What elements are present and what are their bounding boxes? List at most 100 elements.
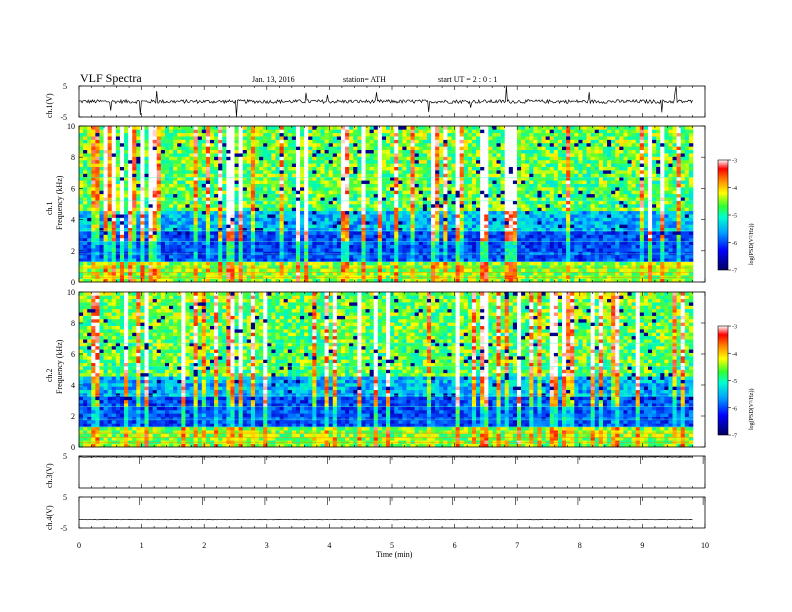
spectrogram-cell (643, 278, 649, 283)
spectrogram-cell (664, 244, 669, 249)
spectrogram-cell (353, 231, 358, 235)
spectrogram-cell (418, 278, 424, 283)
spectrogram-cell (107, 234, 113, 239)
spectrogram-cell (647, 176, 653, 181)
spectrogram-cell (377, 251, 383, 256)
spectrogram-cell (562, 254, 567, 259)
spectrogram-cell (340, 275, 346, 279)
spectrogram-cell (263, 251, 268, 256)
spectrogram-cell (156, 261, 162, 266)
spectrogram-cell (611, 234, 616, 239)
spectrogram-cell (590, 180, 596, 184)
spectrogram-cell (570, 214, 575, 218)
spectrogram-cell (263, 173, 268, 178)
spectrogram-cell (218, 200, 223, 205)
spectrogram-cell (656, 180, 661, 184)
spectrogram-cell (365, 176, 370, 181)
spectrogram-cell (525, 278, 530, 283)
spectrogram-cell (132, 241, 137, 245)
spectrogram-cell (496, 258, 501, 262)
spectrogram-cell (279, 261, 284, 266)
spectrogram-cell (214, 254, 219, 259)
spectrogram-cell (480, 210, 485, 215)
spectrogram-cell (353, 210, 358, 215)
spectrogram-cell (87, 265, 92, 269)
spectrogram-cell (99, 248, 104, 252)
spectrogram-cell (590, 220, 596, 225)
spectrogram-cell (242, 234, 248, 239)
spectrogram-cell (365, 268, 370, 273)
spectrogram-cell (177, 227, 182, 232)
spectrogram-cell (263, 237, 268, 242)
spectrogram-cell (586, 193, 591, 198)
spectrogram-cell (562, 241, 567, 245)
spectrogram-cell (279, 217, 284, 222)
spectrogram-cell (361, 241, 366, 245)
spectrogram-cell (316, 190, 321, 195)
spectrogram-cell (459, 220, 465, 225)
spectrogram-cell (160, 248, 166, 252)
spectrogram-cell (144, 207, 149, 212)
spectrogram-cell (635, 251, 641, 256)
spectrogram-cell (410, 183, 415, 188)
spectrogram-cell (390, 237, 395, 242)
spectrogram-cell (578, 231, 583, 235)
spectrogram-cell (197, 193, 203, 198)
spectrogram-cell (308, 241, 313, 245)
spectrogram-cell (586, 183, 591, 188)
spectrogram-cell (267, 214, 272, 218)
spectrogram-cell (255, 231, 260, 235)
spectrogram-cell (222, 217, 227, 222)
spectrogram-cell (164, 183, 170, 188)
spectrogram-cell (148, 244, 153, 249)
spectrogram-cell (226, 224, 231, 229)
spectrogram-cell (250, 217, 256, 222)
spectrogram-cell (545, 248, 551, 252)
spectrogram-cell (623, 241, 628, 245)
spectrogram-cell (664, 254, 669, 259)
spectrogram-cell (676, 254, 682, 259)
spectrogram-cell (443, 193, 448, 198)
spectrogram-cell (386, 214, 391, 218)
spectrogram-cell (602, 193, 608, 198)
spectrogram-cell (541, 193, 546, 198)
spectrogram-cell (246, 224, 252, 229)
spectrogram-cell (516, 258, 522, 262)
spectrogram-cell (582, 217, 587, 222)
spectrogram-cell (607, 176, 612, 181)
spectrogram-cell (250, 254, 256, 259)
spectrogram-cell (656, 241, 661, 245)
spectrogram-cell (512, 275, 518, 279)
spectrogram-cell (128, 258, 133, 262)
spectrogram-cell (226, 278, 231, 283)
spectrogram-cell (676, 258, 682, 262)
spectrogram-cell (586, 275, 591, 279)
spectrogram-cell (660, 210, 665, 215)
spectrogram-cell (607, 271, 612, 276)
spectrogram-cell (496, 244, 501, 249)
spectrogram-cell (95, 183, 100, 188)
spectrogram-cell (156, 251, 162, 256)
spectrogram-cell (353, 173, 358, 178)
spectrogram-cell (656, 190, 661, 195)
spectrogram-cell (103, 268, 108, 273)
spectrogram-cell (533, 214, 538, 218)
spectrogram-cell (480, 220, 485, 225)
spectrogram-cell (390, 220, 395, 225)
spectrogram-cell (463, 200, 469, 205)
spectrogram-cell (246, 204, 252, 208)
spectrogram-cell (144, 278, 149, 283)
spectrogram-cell (398, 265, 403, 269)
spectrogram-cell (332, 200, 338, 205)
spectrogram-cell (345, 214, 350, 218)
spectrogram-cell (541, 241, 546, 245)
spectrogram-cell (87, 248, 92, 252)
spectrogram-cell (488, 183, 493, 188)
spectrogram-cell (680, 183, 686, 188)
spectrogram-cell (209, 200, 215, 205)
spectrogram-cell (373, 200, 379, 205)
spectrogram-cell (181, 187, 186, 191)
spectrogram-cell (173, 271, 178, 276)
spectrogram-cell (345, 180, 350, 184)
spectrogram-cell (402, 217, 407, 222)
